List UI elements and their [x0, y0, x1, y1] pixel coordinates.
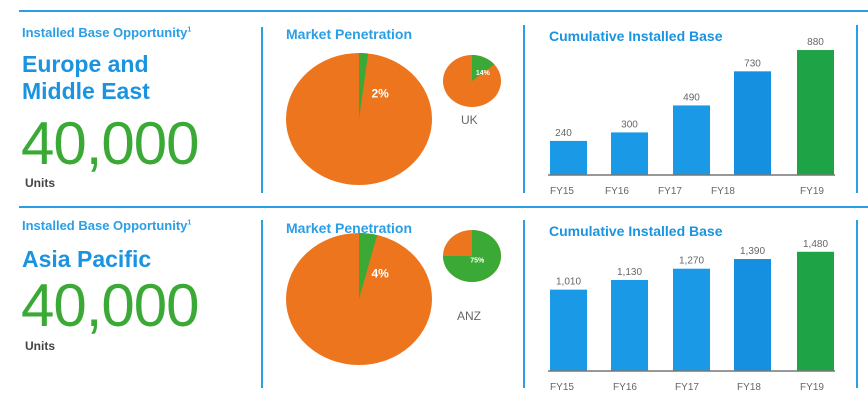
- x-tick-label: FY19: [800, 382, 824, 393]
- value-label: 300: [621, 119, 638, 130]
- cumulative-bar-chart: 240 FY15 300 FY16 490 FY17 730 FY18 880 FY19: [548, 37, 835, 197]
- sub-pie: 14%: [443, 55, 501, 107]
- x-tick-label: FY17: [675, 382, 699, 393]
- units-label: Units: [25, 176, 55, 190]
- value-label: 490: [683, 92, 700, 103]
- sub-pie-name: UK: [461, 113, 478, 127]
- x-tick-label: FY15: [550, 382, 574, 393]
- bar-FY15: [550, 140, 587, 175]
- sub-pie-label: 75%: [470, 257, 485, 264]
- bar-FY19: [797, 50, 834, 175]
- x-tick-label: FY16: [605, 186, 629, 197]
- x-tick-label: FY15: [550, 186, 574, 197]
- main-pie-label: 4%: [371, 267, 389, 281]
- sub-pie-name: ANZ: [457, 309, 481, 323]
- chart-title: Cumulative Installed Base: [549, 28, 723, 44]
- main-pie: 2%: [286, 53, 432, 185]
- main-pie-share-slice: [359, 233, 378, 299]
- market-penetration-pie: 4% 75%: [286, 230, 501, 365]
- bar-FY17: [673, 105, 710, 175]
- column-divider: [523, 25, 525, 193]
- section-divider: [19, 206, 868, 208]
- opportunity-label: Installed Base Opportunity1: [22, 25, 192, 40]
- units-label: Units: [25, 339, 55, 353]
- bar-FY18: [734, 71, 771, 175]
- x-tick-label: FY17: [658, 186, 682, 197]
- bar-FY19: [797, 251, 834, 371]
- column-divider: [261, 220, 263, 388]
- value-label: 880: [807, 37, 824, 48]
- value-label: 1,130: [617, 267, 642, 278]
- sub-pie-share-slice: [443, 230, 501, 282]
- chart-title: Cumulative Installed Base: [549, 223, 723, 239]
- x-tick-label: FY18: [711, 186, 735, 197]
- sub-pie: 75%: [443, 230, 501, 282]
- main-pie-share-slice: [359, 53, 369, 119]
- x-tick-label: FY16: [613, 382, 637, 393]
- market-penetration-pie: 2% 14%: [286, 53, 501, 185]
- value-label: 1,270: [679, 256, 704, 267]
- cumulative-bar-chart: 1,010 FY15 1,130 FY16 1,270 FY17 1,390 FY18 1,48…: [548, 239, 835, 393]
- sub-pie-label: 14%: [476, 70, 491, 77]
- region-title: Europe and Middle East: [22, 51, 150, 104]
- main-pie: 4%: [286, 233, 432, 365]
- penetration-title: Market Penetration: [286, 220, 413, 236]
- bar-FY18: [734, 259, 771, 371]
- value-label: 1,480: [803, 239, 828, 250]
- main-pie-label: 2%: [371, 87, 389, 101]
- penetration-title: Market Penetration: [286, 26, 413, 42]
- value-label: 240: [555, 128, 572, 139]
- bar-FY17: [673, 268, 710, 371]
- units-value: 40,000: [21, 110, 200, 177]
- bar-FY16: [611, 132, 648, 175]
- x-tick-label: FY18: [737, 382, 761, 393]
- value-label: 1,390: [740, 246, 765, 257]
- column-divider: [856, 25, 858, 193]
- section-divider: [19, 10, 868, 12]
- units-value: 40,000: [21, 272, 200, 339]
- column-divider: [856, 220, 858, 388]
- bar-FY16: [611, 279, 648, 371]
- value-label: 730: [744, 58, 761, 69]
- value-label: 1,010: [556, 277, 581, 288]
- bar-FY15: [550, 289, 587, 371]
- column-divider: [523, 220, 525, 388]
- opportunity-label: Installed Base Opportunity1: [22, 218, 192, 233]
- x-tick-label: FY19: [800, 186, 824, 197]
- region-title: Asia Pacific: [22, 246, 152, 272]
- sub-pie-share-slice: [472, 55, 495, 81]
- column-divider: [261, 27, 263, 193]
